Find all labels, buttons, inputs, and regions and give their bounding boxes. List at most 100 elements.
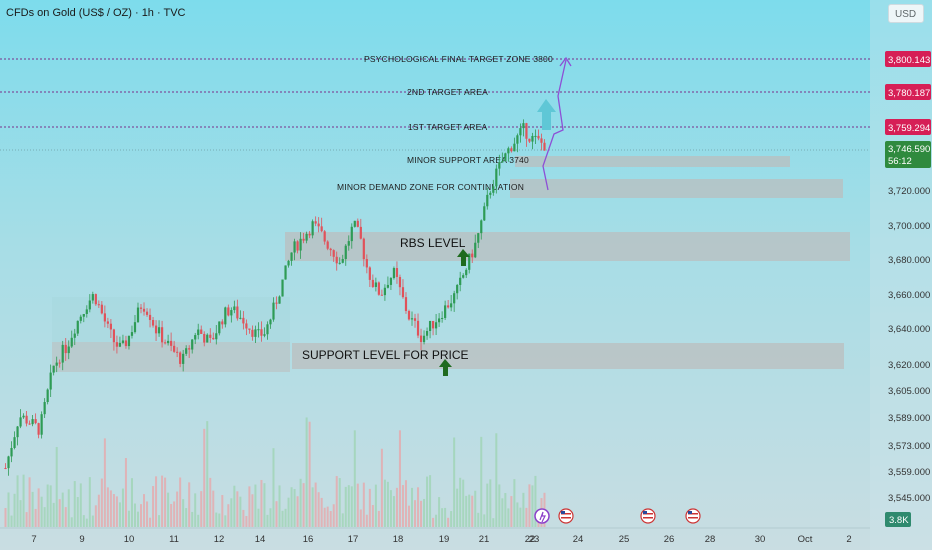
volume-bar: [350, 486, 353, 527]
volume-bar: [395, 487, 398, 527]
volume-bar: [58, 499, 61, 527]
dividend-event-icon[interactable]: [534, 508, 550, 524]
volume-bar: [347, 485, 350, 527]
candle-body: [504, 153, 507, 162]
candle-body: [329, 248, 332, 251]
x-tick-label: 25: [619, 534, 630, 545]
candle-body: [281, 279, 284, 297]
candle-body: [254, 329, 257, 337]
volume-bar: [471, 495, 474, 527]
volume-bar: [468, 494, 471, 527]
candle-body: [130, 332, 134, 336]
candle-body: [167, 340, 170, 344]
volume-bar: [85, 518, 88, 527]
volume-bar: [444, 507, 447, 527]
volume-bar: [489, 479, 492, 527]
volume-bar: [332, 504, 335, 527]
volume-bar: [441, 508, 444, 527]
candle-body: [516, 135, 519, 144]
volume-bar: [359, 509, 362, 527]
candle-body: [218, 321, 221, 334]
candle-body: [519, 128, 522, 136]
volume-bar: [404, 480, 407, 527]
candle-body: [492, 186, 495, 193]
volume-bar: [495, 433, 498, 527]
candle-body: [94, 294, 97, 305]
volume-bar: [305, 417, 308, 527]
volume-bar: [420, 500, 423, 527]
candle-body: [136, 307, 140, 323]
candle-body: [335, 256, 338, 264]
currency-button[interactable]: USD: [888, 4, 924, 23]
candle-body: [239, 317, 242, 319]
up-arrow-icon: [439, 359, 452, 376]
volume-bar: [311, 487, 314, 527]
volume-bar: [534, 475, 537, 527]
up-arrow-icon: [457, 249, 470, 266]
candle-body: [392, 268, 396, 279]
volume-bar: [70, 517, 73, 527]
x-tick-label: 18: [393, 534, 404, 545]
y-tick-label: 3,680.000: [888, 255, 930, 266]
volume-bar: [37, 488, 40, 527]
support-zone: [292, 343, 844, 369]
volume-bar: [513, 479, 516, 527]
volume-bar: [293, 489, 296, 527]
us-flag-event-icon[interactable]: [558, 508, 574, 524]
candle-body: [350, 226, 353, 242]
volume-bar: [94, 505, 97, 527]
candle-body: [486, 194, 489, 207]
volume-bar: [492, 518, 495, 527]
volume-bar: [149, 517, 152, 527]
candle-body: [395, 268, 399, 278]
candle-body: [510, 148, 513, 152]
svg-text:3,780.187: 3,780.187: [888, 88, 930, 99]
candle-body: [431, 321, 435, 329]
x-tick-label: 26: [664, 534, 675, 545]
candle-body: [127, 335, 131, 347]
x-tick-label: Oct: [798, 534, 813, 545]
volume-bar: [22, 474, 25, 527]
candle-body: [471, 253, 474, 258]
candle-body: [534, 135, 537, 137]
candle-body: [31, 419, 34, 425]
svg-text:3.8K: 3.8K: [889, 515, 909, 526]
candle-body: [513, 143, 516, 152]
volume-bar: [118, 502, 121, 527]
candle-body: [528, 138, 531, 142]
candle-body: [531, 135, 534, 142]
volume-bar: [34, 508, 37, 527]
candle-body: [236, 306, 239, 319]
volume-bar: [362, 482, 365, 527]
volume-bar: [124, 458, 127, 527]
x-tick-label: 9: [79, 534, 84, 545]
volume-bar: [407, 505, 410, 527]
volume-bar: [465, 495, 468, 527]
volume-bar: [432, 517, 435, 527]
x-tick-label: 11: [169, 534, 179, 545]
candle-body: [401, 287, 405, 298]
svg-text:3,759.294: 3,759.294: [888, 123, 930, 134]
target-arrow-icon: [537, 99, 556, 130]
volume-bar: [317, 492, 320, 527]
candle-body: [272, 302, 275, 320]
us-flag-event-icon[interactable]: [685, 508, 701, 524]
volume-bar: [121, 488, 124, 527]
candle-body: [85, 309, 88, 314]
volume-bar: [136, 511, 139, 527]
volume-bar: [221, 495, 224, 527]
volume-bar: [91, 515, 94, 527]
us-flag-event-icon[interactable]: [640, 508, 656, 524]
price-tag-3759: 3,759.294: [885, 119, 931, 135]
volume-bar: [417, 487, 420, 527]
volume-bar: [173, 501, 176, 527]
candle-body: [278, 296, 281, 304]
volume-bar: [130, 478, 133, 527]
volume-bar: [338, 478, 341, 527]
volume-bar: [79, 483, 82, 527]
candle-body: [468, 253, 471, 270]
volume-bar: [386, 481, 389, 527]
candle-body: [233, 306, 236, 311]
volume-bar: [275, 501, 278, 527]
